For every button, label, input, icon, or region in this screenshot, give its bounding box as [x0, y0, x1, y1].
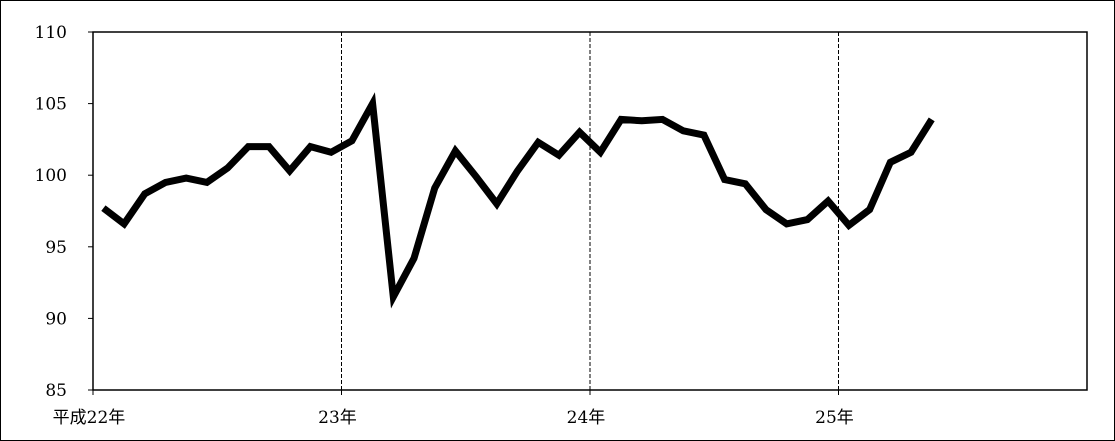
- y-tick-label: 105: [35, 95, 67, 115]
- series-line: [101, 92, 935, 309]
- y-tick-label: 85: [45, 381, 67, 401]
- y-tick-label: 110: [35, 23, 67, 43]
- x-tick-label: 23年: [318, 408, 357, 428]
- y-axis: 85 90 95 100 105 110: [35, 23, 93, 401]
- plot-area: [92, 31, 1088, 391]
- x-tick-label: 平成22年: [53, 408, 126, 428]
- y-tick-label: 90: [45, 309, 67, 329]
- y-tick-label: 95: [45, 238, 67, 258]
- x-tick-label: 24年: [567, 408, 606, 428]
- y-tick-label: 100: [35, 166, 67, 186]
- x-axis: 平成22年 23年 24年 25年: [53, 390, 854, 428]
- x-tick-label: 25年: [815, 408, 854, 428]
